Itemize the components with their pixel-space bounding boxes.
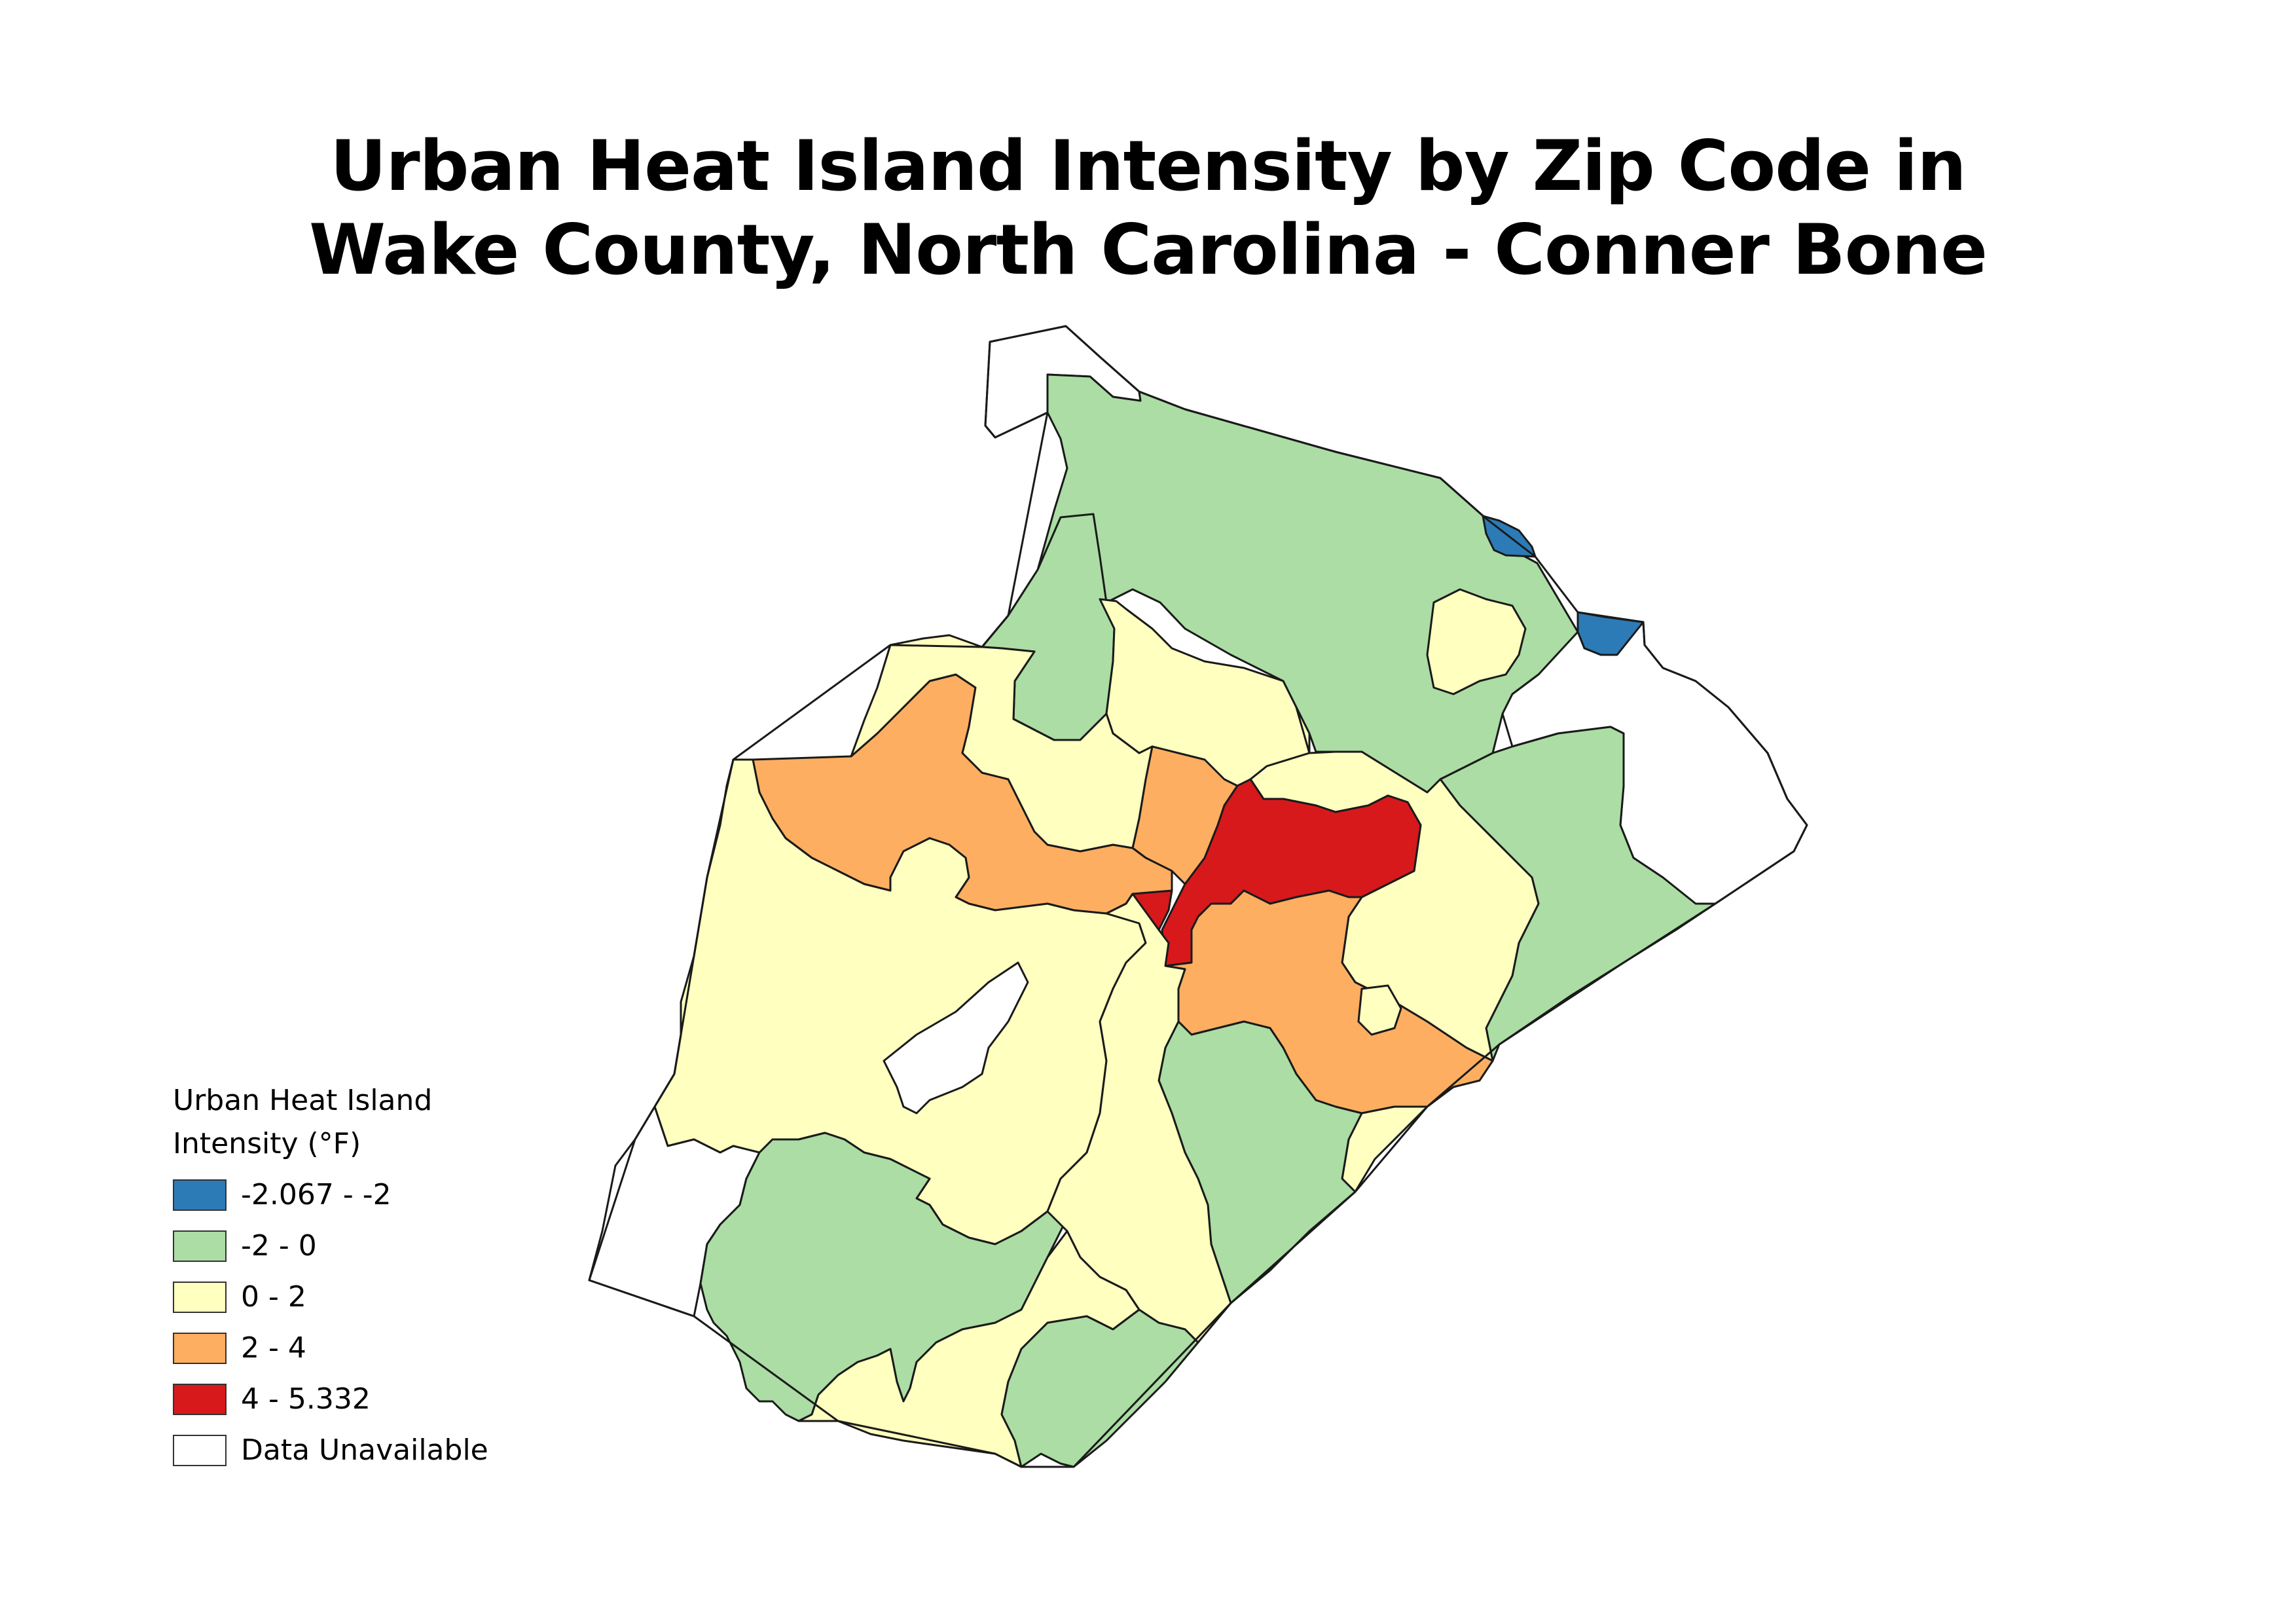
legend-label-hot: 4 - 5.332 (241, 1382, 371, 1416)
legend-label-very-cool: -2.067 - -2 (241, 1178, 392, 1211)
county-boundary (588, 325, 1808, 1468)
legend-item-cool: -2 - 0 (173, 1221, 631, 1272)
map-title-line-1: Urban Heat Island Intensity by Zip Code … (330, 126, 1966, 206)
zip-region-northeast-neutral-island (1426, 588, 1527, 695)
map-title: Urban Heat Island Intensity by Zip Code … (0, 124, 2296, 292)
legend-item-very-cool: -2.067 - -2 (173, 1170, 631, 1221)
legend-swatch-very-cool (173, 1179, 227, 1211)
legend-item-neutral: 0 - 2 (173, 1272, 631, 1323)
map-legend: Urban Heat Island Intensity (°F) -2.067 … (173, 1079, 631, 1476)
legend-label-warm: 2 - 4 (241, 1331, 306, 1365)
zip-region-central-unavailable (883, 961, 1029, 1115)
legend-swatch-hot (173, 1384, 227, 1415)
map-title-line-2: Wake County, North Carolina - Conner Bon… (309, 210, 1988, 290)
legend-swatch-cool (173, 1230, 227, 1262)
legend-swatch-neutral (173, 1282, 227, 1313)
legend-item-unavailable: Data Unavailable (173, 1425, 631, 1476)
legend-item-warm: 2 - 4 (173, 1323, 631, 1374)
legend-title-line-2: Intensity (°F) (173, 1127, 361, 1160)
legend-label-cool: -2 - 0 (241, 1229, 317, 1263)
legend-label-neutral: 0 - 2 (241, 1280, 306, 1314)
zip-region-south-tip-cool (1000, 1308, 1199, 1468)
zip-region-southeast-neutral-island (1357, 984, 1402, 1036)
zip-region-northwest-neutral (850, 634, 1154, 853)
legend-title: Urban Heat Island Intensity (°F) (173, 1079, 631, 1166)
legend-swatch-unavailable (173, 1435, 227, 1466)
legend-title-line-1: Urban Heat Island (173, 1084, 433, 1117)
legend-label-unavailable: Data Unavailable (241, 1433, 488, 1467)
zip-code-regions (588, 325, 1808, 1468)
legend-item-hot: 4 - 5.332 (173, 1374, 631, 1425)
legend-swatch-warm (173, 1333, 227, 1364)
